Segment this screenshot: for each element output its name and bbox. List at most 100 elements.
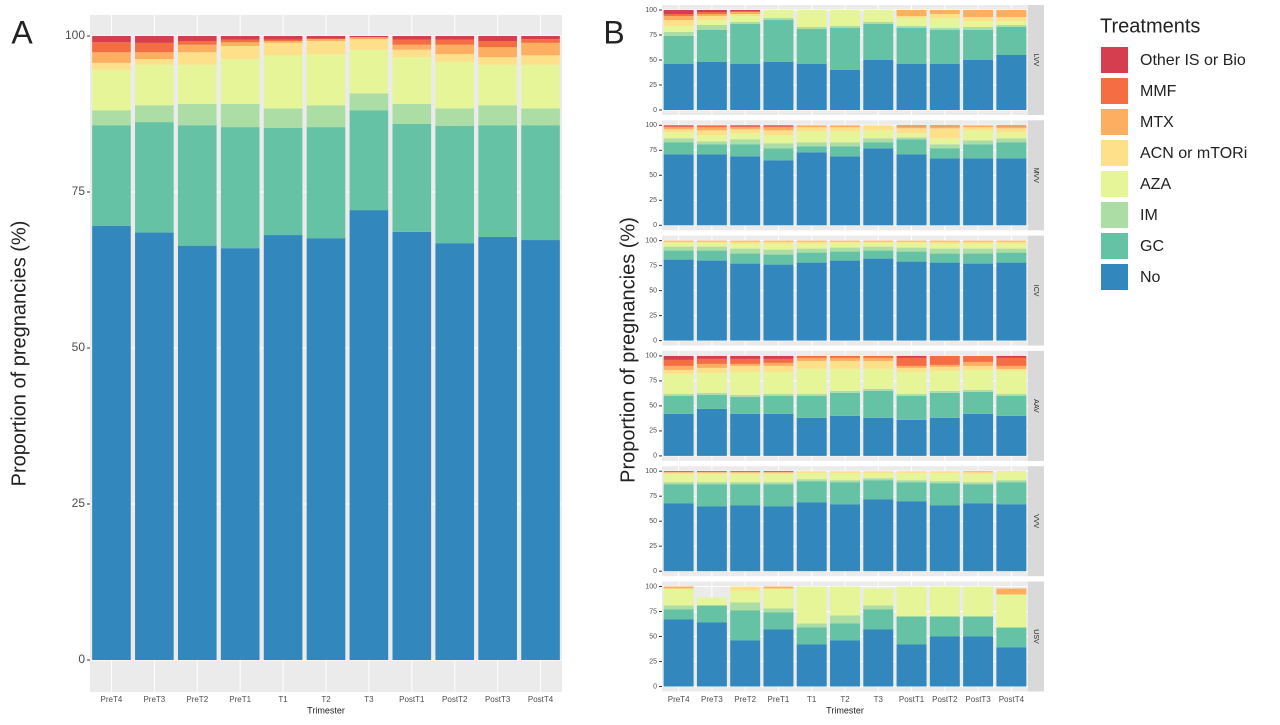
bar-segment [696, 62, 727, 110]
bar-segment [696, 408, 727, 456]
bar-segment [830, 10, 860, 26]
bar-segment [996, 504, 1027, 572]
bar-segment [696, 240, 727, 242]
bar-segment [796, 241, 827, 244]
bar-segment [863, 148, 894, 226]
bar-segment [763, 482, 794, 485]
bar-segment [796, 27, 827, 29]
bar-segment [763, 127, 794, 131]
bar-segment [763, 358, 794, 363]
bar-segment [863, 360, 894, 369]
bar-segment [996, 126, 1027, 129]
x-tick-label: PreT4 [101, 695, 123, 704]
bar-segment [478, 36, 517, 41]
bar-segment [863, 355, 894, 358]
y-tick-label: 75 [649, 378, 657, 385]
bar-segment [863, 478, 894, 481]
bar-segment [830, 360, 860, 369]
bar-segment [830, 251, 860, 261]
bar-segment [730, 394, 761, 397]
bar-segment [521, 125, 560, 241]
x-tick-label: PreT3 [143, 695, 165, 704]
bar-segment [830, 28, 860, 70]
x-tick-label: PreT3 [701, 695, 723, 704]
bar-segment [929, 148, 960, 159]
bar-segment [663, 142, 694, 155]
bar-segment [963, 636, 994, 687]
bar-segment [696, 25, 727, 30]
bar-segment [796, 355, 827, 358]
bar-segment [929, 636, 960, 687]
bar-segment [963, 253, 994, 264]
bar-segment [796, 252, 827, 263]
bar-segment [730, 156, 761, 226]
bar-segment [521, 42, 560, 56]
y-tick-label: 100 [645, 353, 657, 360]
facet-label: USV [1032, 629, 1039, 644]
x-tick-label: T3 [874, 695, 884, 704]
bar-segment [696, 130, 727, 136]
bar-segment [929, 18, 960, 28]
bar-segment [135, 122, 174, 233]
y-tick-label: 25 [649, 197, 657, 204]
bar-segment [830, 142, 860, 147]
bar-segment [696, 605, 727, 623]
bar-segment [435, 243, 475, 660]
bar-segment [177, 44, 217, 53]
bar-segment [963, 158, 994, 226]
bar-segment [830, 127, 860, 132]
bar-segment [435, 125, 475, 244]
bar-segment [763, 249, 794, 255]
bar-segment [996, 138, 1027, 143]
bar-segment [796, 64, 827, 110]
bar-segment [730, 363, 761, 366]
bar-segment [306, 238, 346, 660]
bar-segment [435, 44, 475, 55]
bar-segment [306, 38, 346, 40]
bar-segment [830, 26, 860, 28]
bar-segment [996, 368, 1027, 371]
bar-segment [863, 130, 894, 139]
facet-strip [1028, 120, 1044, 231]
legend-title: Treatments [1100, 15, 1200, 37]
bar-segment [863, 368, 894, 389]
bar-segment [863, 480, 894, 500]
bar-segment [929, 138, 960, 145]
bar-segment [730, 126, 761, 128]
bar-segment [763, 608, 794, 613]
y-tick-label: 50 [649, 403, 657, 410]
bar-segment [220, 45, 260, 60]
bar-segment [963, 60, 994, 110]
bar-segment [896, 26, 927, 28]
bar-segment [177, 245, 217, 660]
x-tick-label: PostT4 [528, 695, 554, 704]
bar-segment [996, 393, 1027, 396]
bar-segment [730, 413, 761, 456]
bar-segment [830, 241, 860, 243]
y-tick-label: 0 [653, 568, 657, 575]
bar-segment [796, 360, 827, 369]
bar-segment [435, 108, 475, 126]
bar-segment [349, 49, 389, 94]
bar-segment [263, 36, 303, 40]
bar-segment [696, 363, 727, 368]
x-tick-label: PreT1 [229, 695, 251, 704]
bar-segment [177, 36, 217, 41]
bar-segment [929, 10, 960, 14]
x-tick-label: PostT1 [899, 695, 925, 704]
bar-segment [896, 154, 927, 226]
bar-segment [796, 481, 827, 503]
y-tick-label: 0 [78, 652, 85, 666]
bar-segment [663, 14, 694, 16]
bar-segment [730, 590, 761, 603]
y-tick-label: 25 [649, 428, 657, 435]
bar-segment [696, 471, 727, 473]
bar-segment [435, 39, 475, 45]
bar-segment [263, 55, 303, 109]
bar-segment [963, 125, 994, 128]
bar-segment [306, 54, 346, 106]
bar-segment [663, 36, 694, 64]
bar-segment [763, 588, 794, 609]
bar-segment [663, 242, 694, 247]
